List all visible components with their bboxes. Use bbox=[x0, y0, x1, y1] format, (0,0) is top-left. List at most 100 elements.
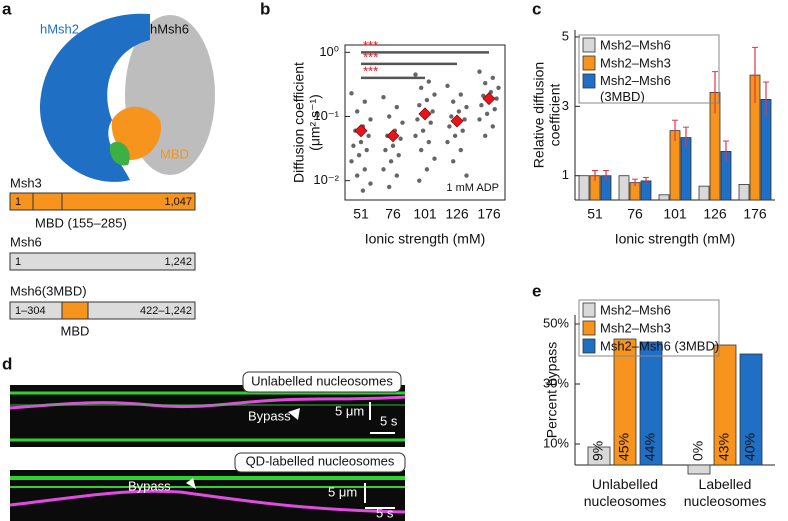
data-point bbox=[413, 72, 418, 77]
value-label: 43% bbox=[716, 433, 732, 461]
x-tick-label: 176 bbox=[477, 206, 501, 222]
data-point bbox=[430, 109, 435, 114]
data-point bbox=[483, 133, 488, 139]
data-point bbox=[428, 120, 433, 125]
data-point bbox=[362, 167, 367, 172]
mean-marker bbox=[418, 107, 432, 121]
data-point bbox=[387, 184, 392, 190]
value-label: 40% bbox=[742, 433, 758, 461]
panel-label: c bbox=[532, 0, 541, 18]
data-point bbox=[390, 143, 396, 148]
value-label: 9% bbox=[590, 441, 606, 461]
y-axis-label: Diffusion coefficient bbox=[291, 62, 307, 183]
domain-end: 1,047 bbox=[164, 196, 192, 208]
legend-box bbox=[578, 299, 720, 357]
data-point bbox=[415, 117, 420, 122]
structure-label: hMsh2 bbox=[40, 21, 79, 36]
structure-label: MBD bbox=[160, 146, 189, 161]
legend-label: Msh2–Msh6 (3MBD) bbox=[600, 73, 671, 104]
x-tick-label: Labelled nucleosomes bbox=[684, 476, 767, 509]
data-point bbox=[419, 147, 424, 153]
data-point bbox=[362, 99, 367, 104]
domain-bar bbox=[9, 252, 196, 271]
mean-marker bbox=[354, 124, 368, 138]
x-axis-label: Ionic strength (mM) bbox=[615, 231, 736, 247]
data-point bbox=[490, 75, 495, 81]
scale-bar-label: 5 s bbox=[380, 413, 398, 428]
data-point bbox=[479, 102, 484, 108]
significance-label: *** bbox=[363, 38, 378, 53]
data-point bbox=[349, 91, 354, 96]
data-point bbox=[424, 97, 430, 103]
data-point bbox=[460, 128, 465, 133]
bar bbox=[587, 446, 611, 466]
bar bbox=[687, 464, 711, 475]
panel-label: a bbox=[2, 0, 12, 18]
data-point bbox=[368, 181, 373, 186]
y-tick-label: 30% bbox=[543, 375, 569, 390]
kymograph-arrow-label: Bypass bbox=[248, 408, 291, 423]
data-point bbox=[360, 188, 366, 193]
kymograph-arrow-label: Bypass bbox=[128, 478, 171, 493]
legend-swatch bbox=[582, 37, 596, 53]
domain-bar bbox=[9, 301, 196, 320]
data-point bbox=[388, 159, 394, 164]
domain-start: 1 bbox=[15, 196, 21, 208]
bar bbox=[658, 194, 670, 201]
data-point bbox=[394, 173, 399, 178]
legend-label: Msh2–Msh6 (3MBD) bbox=[600, 338, 719, 353]
x-tick-label: 76 bbox=[385, 206, 401, 222]
data-point bbox=[462, 117, 467, 122]
data-point bbox=[400, 120, 405, 125]
data-point bbox=[452, 133, 458, 139]
y-tick-label: 3 bbox=[562, 98, 569, 113]
data-point bbox=[477, 117, 482, 122]
data-point bbox=[349, 159, 354, 164]
panel-label: e bbox=[532, 281, 541, 300]
kymograph-label: QD-labelled nucleosomes bbox=[246, 453, 395, 468]
domain-bar bbox=[9, 192, 196, 211]
legend-label: Msh2–Msh6 bbox=[600, 302, 671, 317]
domain-note: MBD (155–285) bbox=[35, 215, 127, 230]
domain-name: Msh6(3MBD) bbox=[10, 283, 87, 298]
x-tick-label: 126 bbox=[703, 206, 727, 222]
significance-label: *** bbox=[363, 49, 378, 64]
kymograph bbox=[9, 371, 406, 447]
x-axis-label: Ionic strength (mM) bbox=[365, 231, 486, 247]
x-tick-label: Unlabelled nucleosomes bbox=[584, 476, 667, 509]
data-point bbox=[484, 111, 490, 117]
data-point bbox=[432, 156, 437, 161]
domain-start: 1 bbox=[15, 256, 21, 268]
domain-mbd bbox=[61, 301, 89, 320]
legend-label: Msh2–Msh3 bbox=[600, 320, 671, 335]
bar bbox=[713, 344, 737, 466]
data-point bbox=[417, 102, 422, 108]
data-point bbox=[387, 114, 392, 119]
value-label: 44% bbox=[642, 433, 658, 461]
data-point bbox=[445, 83, 450, 89]
y-tick-label: 50% bbox=[543, 315, 569, 330]
y-tick-label: 10⁻² bbox=[313, 172, 339, 187]
data-point bbox=[419, 85, 424, 90]
protein-structure bbox=[40, 13, 215, 182]
data-point bbox=[458, 147, 463, 153]
data-point bbox=[458, 92, 463, 97]
domain-note: MBD bbox=[61, 323, 90, 338]
data-point bbox=[398, 136, 403, 141]
legend-swatch bbox=[582, 73, 596, 89]
data-point bbox=[464, 173, 469, 178]
mean-marker bbox=[386, 129, 400, 143]
x-tick-label: 76 bbox=[627, 206, 643, 222]
data-point bbox=[424, 167, 430, 172]
domain-end: 422–1,242 bbox=[140, 305, 192, 317]
data-point bbox=[456, 109, 462, 114]
data-point bbox=[445, 139, 450, 145]
bar bbox=[618, 175, 630, 201]
bar bbox=[739, 353, 763, 466]
x-tick-label: 101 bbox=[413, 206, 437, 222]
data-point bbox=[358, 139, 364, 145]
scale-bar-label: 5 μm bbox=[335, 403, 364, 418]
data-point bbox=[351, 143, 356, 148]
data-point bbox=[383, 147, 388, 153]
